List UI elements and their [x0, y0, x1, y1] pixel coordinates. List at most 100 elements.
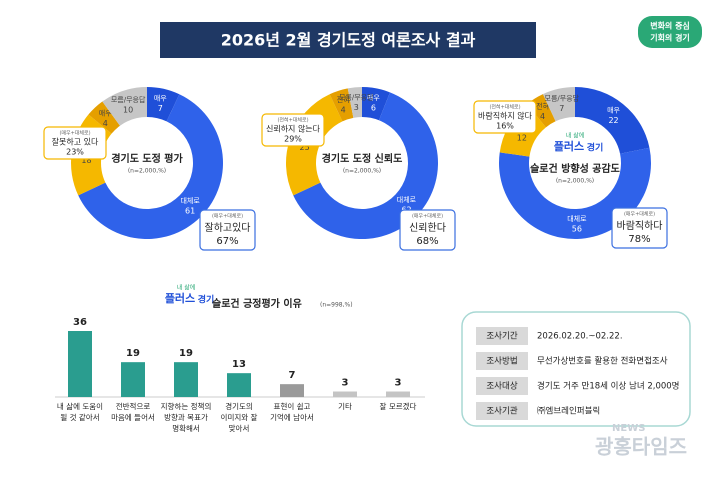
donut-title: 슬로건 방향성 공감도 [530, 162, 620, 175]
segment-value: 4 [540, 112, 545, 121]
info-value: ㈜엠브레인퍼블릭 [537, 406, 600, 417]
info-value: 경기도 거주 만18세 이상 남녀 2,000명 [537, 381, 680, 392]
segment-value: 61 [185, 207, 195, 216]
callout-label: 바람직하지 않다 [478, 111, 533, 121]
logo-badge [638, 16, 702, 48]
callout-label: 신뢰하지 않는다 [266, 124, 321, 134]
segment-value: 25 [300, 143, 310, 152]
info-label: 조사기관 [486, 406, 517, 417]
x-tick-label: 경기도의 [225, 401, 253, 411]
donut-subtitle: (n=2,000,%) [128, 168, 166, 175]
bar [174, 362, 198, 397]
donut-segment [347, 87, 362, 118]
callout-box [473, 100, 537, 134]
segment-value: 18 [81, 156, 91, 165]
x-tick-label: 기억에 남아서 [270, 412, 314, 422]
watermark: NEWS [612, 423, 645, 434]
x-tick-label: 잘 모르겠다 [380, 401, 417, 411]
bar [227, 373, 251, 397]
callout-note: (매우+대체로) [624, 211, 655, 218]
donut-segment [362, 87, 390, 121]
header-bar [160, 22, 536, 58]
donut-segment [542, 87, 575, 122]
watermark: 광홍타임즈 [595, 435, 687, 459]
segment-label: 모름/무응답 [111, 95, 146, 104]
callout-label: 신뢰한다 [409, 222, 446, 234]
bar-value: 19 [126, 348, 140, 359]
donut-segment [575, 87, 650, 154]
segment-value: 10 [123, 105, 133, 114]
callout-value: 16% [496, 122, 514, 131]
segment-label: 모름/무응답 [545, 93, 580, 102]
page-title: 2026년 2월 경기도정 여론조사 결과 [221, 31, 476, 50]
bar [121, 362, 145, 397]
segment-label: 매우 [367, 94, 380, 102]
logo-text: 기회의 경기 [650, 33, 690, 43]
logo-text: 변화의 중심 [650, 21, 690, 31]
donut-segment [88, 101, 120, 134]
segment-value: 56 [572, 224, 582, 233]
x-tick-label: 전반적으로 [116, 401, 151, 411]
callout-value: 68% [416, 236, 438, 247]
segment-value: 7 [559, 104, 564, 113]
donut-title: 경기도 도정 평가 [111, 152, 183, 165]
callout-label: 잘하고있다 [205, 221, 251, 234]
donut-segment [329, 88, 354, 122]
segment-label: 전혀 [536, 101, 549, 110]
bar-value: 3 [342, 378, 349, 389]
x-tick-label: 명확해서 [172, 423, 200, 433]
segment-value: 22 [608, 116, 618, 125]
slogan-logo: 내 삶에 [177, 284, 195, 292]
segment-label: 대체로 [397, 196, 417, 204]
segment-value: 4 [341, 105, 346, 114]
bar [333, 391, 357, 397]
bar-value: 36 [73, 317, 87, 328]
segment-label: 대체로 [567, 215, 587, 223]
x-tick-label: 표현이 쉽고 [274, 401, 311, 411]
bar [68, 331, 92, 397]
segment-label: 모름/무응답 [339, 92, 374, 101]
callout-note: (매우+대체로) [212, 213, 243, 220]
callout-note: (전혀+대체로) [277, 117, 308, 124]
segment-value: 4 [103, 119, 108, 128]
donut-title: 경기도 도정 신뢰도 [322, 152, 403, 165]
info-label-box [476, 377, 528, 395]
info-label-box [476, 402, 528, 420]
donut-segment [78, 94, 223, 240]
x-tick-label: 맞아서 [229, 423, 250, 433]
slogan-logo: 경기 [198, 294, 215, 306]
bar-value: 3 [395, 378, 402, 389]
donut-segment [293, 92, 438, 240]
callout-label: 잘못하고 있다 [52, 137, 99, 147]
callout-value: 78% [628, 234, 650, 245]
donut-segment [102, 87, 147, 126]
x-tick-label: 마음에 들어서 [111, 412, 155, 422]
callout-box [261, 113, 325, 147]
callout-label: 바람직하다 [617, 219, 663, 232]
segment-label: 매우 [99, 110, 112, 118]
callout-value: 23% [66, 148, 84, 157]
x-tick-label: 이미지와 잘 [221, 412, 258, 422]
bar [386, 391, 410, 397]
donut-subtitle: (n=2,000,%) [343, 168, 381, 175]
callout-box [43, 126, 107, 160]
segment-value: 6 [371, 104, 376, 113]
info-label-box [476, 352, 528, 370]
x-tick-label: 기타 [338, 402, 352, 411]
segment-value: 7 [158, 104, 163, 113]
slogan-logo: 경기 [587, 142, 604, 154]
segment-label: 대체로 [180, 197, 200, 205]
info-label: 조사대상 [486, 381, 517, 392]
x-tick-label: 내 삶에 도움이 [57, 401, 103, 411]
slogan-logo: 플러스 [165, 291, 195, 305]
segment-label: 매우 [154, 94, 167, 102]
callout-note: (전혀+대체로) [489, 104, 520, 111]
info-value: 무선가상번호를 활용한 전화면접조사 [537, 356, 668, 367]
info-label: 조사기간 [486, 331, 517, 342]
callout-note: (매우+대체로) [59, 130, 90, 137]
segment-label: 전혀 [337, 95, 350, 104]
segment-value: 12 [517, 134, 527, 143]
callout-box [399, 209, 456, 251]
